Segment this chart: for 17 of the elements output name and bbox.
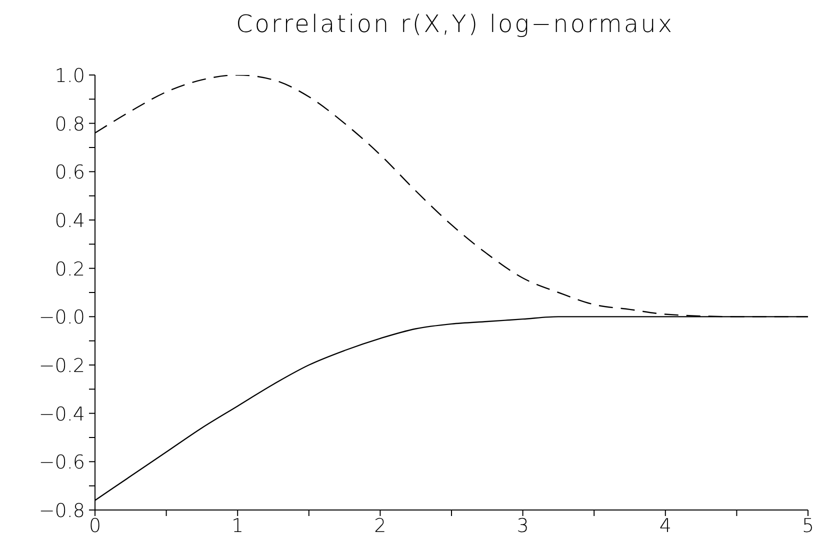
x-tick-label: 5 — [802, 515, 814, 537]
chart-title: Correlation r(X,Y) log−normaux — [236, 10, 674, 38]
y-tick-label: −0.2 — [38, 355, 85, 377]
y-tick-label: −0.8 — [38, 500, 85, 522]
y-tick-label: 1.0 — [54, 65, 85, 87]
y-tick-label: 0.2 — [54, 258, 85, 280]
y-tick-label: 0.4 — [54, 210, 85, 232]
x-tick-label: 3 — [516, 515, 529, 537]
y-tick-label: −0.4 — [38, 403, 85, 426]
x-tick-label: 0 — [88, 515, 102, 537]
y-tick-label: 0.6 — [54, 162, 85, 184]
y-tick-label: −0.0 — [38, 306, 85, 329]
y-tick-label: 0.8 — [54, 113, 85, 136]
x-tick-label: 1 — [232, 515, 244, 537]
x-tick-label: 2 — [374, 515, 386, 537]
y-tick-label: −0.6 — [38, 452, 85, 474]
x-tick-label: 4 — [659, 515, 672, 537]
